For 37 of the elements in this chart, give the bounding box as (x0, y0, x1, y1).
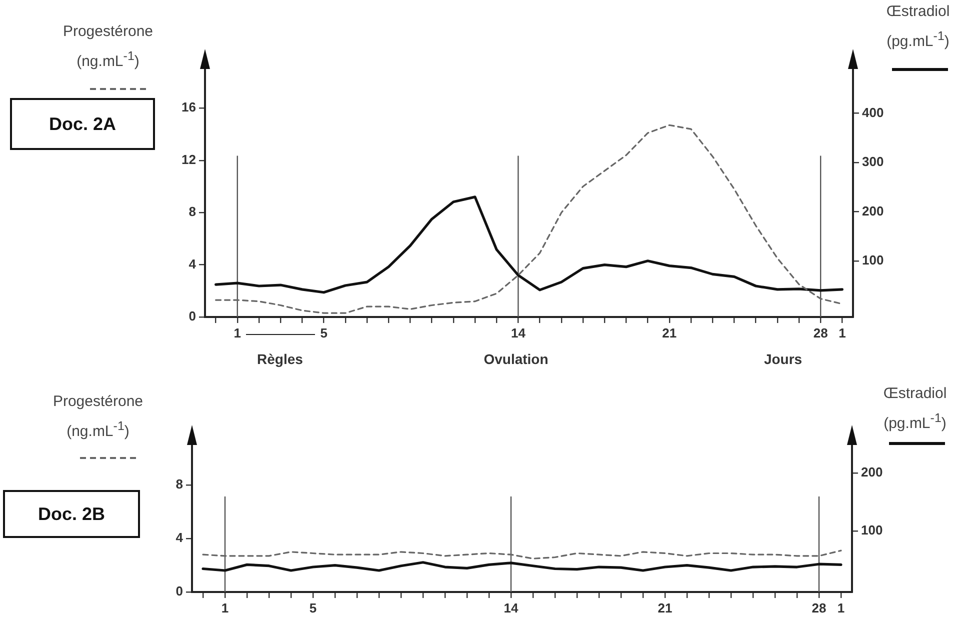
y-tick-label: 16 (182, 100, 196, 115)
x-tick-label: 5 (320, 325, 328, 340)
x-tick-label: 1 (837, 600, 845, 616)
line-series (202, 550, 842, 560)
y-axis-title: Progestérone (ng.mL$^{-1}$) (62, 22, 154, 72)
y2-tick-label: 400 (862, 104, 884, 120)
y2-axis-title: Œstradiol (pg.mL$^{-1}$) (882, 384, 948, 434)
y-tick-label: 4 (176, 530, 184, 546)
y2-tick-label: 200 (862, 203, 884, 218)
text: Doc. 2A (10, 98, 155, 150)
line-series (215, 124, 843, 314)
text: Ovulation (484, 351, 548, 367)
x-tick-label: 21 (662, 325, 677, 340)
x-tick-label: 21 (658, 600, 672, 616)
x-tick-label: 1 (838, 325, 846, 340)
y-tick-label: 12 (182, 152, 196, 167)
x-tick-label: 28 (813, 325, 828, 340)
y-tick-label: 0 (176, 584, 183, 599)
y2-tick-label: 100 (861, 522, 883, 538)
y-tick-label: 8 (188, 204, 196, 220)
y-tick-label: 8 (176, 476, 183, 492)
y-tick-label: 4 (188, 256, 197, 272)
x-tick-label: 5 (309, 600, 317, 616)
y-tick-label: 0 (188, 308, 196, 324)
x-tick-label: 1 (221, 600, 229, 616)
text: Règles (257, 351, 303, 367)
text: Doc. 2B (3, 490, 140, 538)
y2-tick-label: 300 (862, 154, 884, 170)
y2-tick-label: 200 (861, 464, 883, 480)
y2-axis-title: Œstradiol (pg.mL$^{-1}$) (885, 2, 951, 52)
y-axis-title: Progestérone (ng.mL$^{-1}$) (52, 392, 144, 442)
x-tick-label: 1 (234, 325, 242, 340)
x-tick-label: 28 (812, 600, 826, 616)
x-tick-label: 14 (510, 325, 526, 340)
x-tick-label: 14 (504, 600, 519, 616)
y2-tick-label: 100 (862, 252, 884, 268)
x-axis-title: Jours (764, 351, 802, 367)
